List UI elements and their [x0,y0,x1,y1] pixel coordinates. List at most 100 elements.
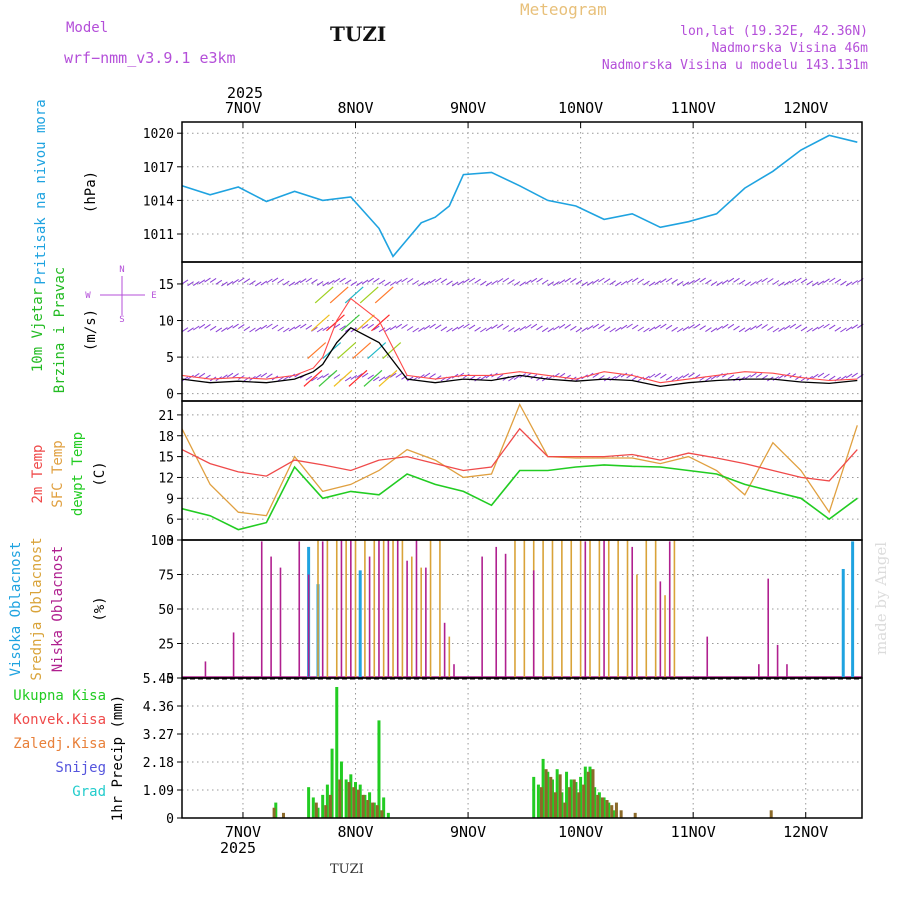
cloud-unit: (%) [92,596,108,621]
precip-bar [593,787,597,818]
wind-arrow [311,314,330,332]
precip-bar [347,782,351,818]
precip-bar [316,807,320,818]
precip-bar [597,792,601,818]
y-tick-label: 18 [158,430,174,445]
wind-arrow [382,342,402,360]
precip-bar [582,784,586,818]
y-tick-label: 4.36 [143,700,174,715]
day-label-top: 12NOV [783,99,828,117]
precip-legend-item: Ukupna Kisa [13,688,106,704]
cloud-bar [584,541,587,678]
cloud-bar [443,622,446,678]
temp-label-3: dewpt Temp [70,432,86,516]
cloud-bar [439,540,441,678]
model-label: Model [66,20,109,36]
precip-bar [569,779,573,818]
y-tick-label: 2.18 [143,756,174,771]
precip-bar [539,787,543,818]
y-tick-label: 25 [158,638,174,653]
precip-bar [572,779,576,818]
cloud-bar [523,540,526,678]
compass-s: S [119,315,124,325]
cloud-bar [335,540,338,678]
precip-bar [553,792,557,818]
precip-bar [357,789,361,818]
precip-bar [366,800,370,818]
precip-bar [633,812,637,818]
wind-barb-row [181,277,864,287]
wind-arrow [344,286,364,304]
precip-bar [386,812,390,818]
precip-bar [619,810,623,818]
precip-bar [607,802,611,818]
cloud-bar [654,540,657,678]
cloud-bar [603,540,605,678]
y-tick-label: 1.09 [143,784,174,799]
day-label-top: 9NOV [450,99,486,117]
precip-bar [344,779,348,818]
wind-arrow [318,369,338,387]
cloud-bar [758,664,760,678]
precip-legend-item: Snijeg [55,760,106,776]
precip-bar [352,787,356,818]
cloud-bar [425,567,427,678]
pressure-label: Pritisak na nivou mora [33,99,49,284]
y-tick-label: 0 [166,672,174,687]
footer-station: TUZI [330,862,364,877]
precip-bar [579,776,583,818]
y-tick-label: 3.27 [143,728,174,743]
day-label-top: 10NOV [558,99,603,117]
day-label-bottom: 9NOV [450,823,486,841]
y-tick-label: 1020 [143,127,174,142]
precip-bar [368,792,372,818]
precip-bar [541,758,545,818]
cloud-bar [392,540,394,678]
temp-unit: (C) [92,461,108,486]
compass-w: W [85,291,91,301]
precip-bar [550,779,554,818]
cloud-bar [401,540,404,678]
day-label-bottom: 12NOV [783,823,828,841]
y-tick-label: 15 [158,451,174,466]
panel-frame [181,677,863,819]
precip-bar [555,769,559,818]
y-tick-label: 5 [166,351,174,366]
cloud-bar [270,556,272,678]
precip-legend-item: Zaledj.Kisa [13,736,106,752]
precip-bar [382,797,386,818]
wind-arrow [374,286,394,304]
wind-arrow [378,369,398,387]
cloud-bar [659,581,662,678]
precip-bar [563,802,567,818]
precip-bar [544,769,548,818]
temp-2m-line [181,427,858,482]
y-tick-label: 1011 [143,228,174,243]
precip-bar [574,782,578,818]
wind-arrow [352,342,372,360]
model-elevation-text: Nadmorska Visina u modelu 143.131m [601,58,868,73]
dewpt-line [181,464,858,531]
cloud-bar [358,570,362,678]
precip-bar [560,792,564,818]
cloud-bar [668,541,671,678]
y-tick-label: 1017 [143,161,174,176]
precip-bar [380,810,384,818]
day-label-top: 7NOV [225,99,261,117]
day-label-bottom: 11NOV [671,823,716,841]
cloud-bar [579,540,582,678]
wind-arrow [363,369,383,387]
precip-bar [605,800,609,818]
day-label-bottom: 7NOV [225,823,261,841]
cloud-bar [279,567,282,678]
cloud-bar [364,540,366,678]
cloud-bar [340,540,343,678]
cloud-bar [307,574,310,678]
cloud-bar [298,541,301,678]
y-tick-label: 9 [166,492,174,507]
coords-text: lon,lat (19.32E, 42.36N) [680,24,868,39]
compass-n: N [119,265,124,275]
cloud-bar [626,540,629,678]
cloud-bar [420,567,422,678]
